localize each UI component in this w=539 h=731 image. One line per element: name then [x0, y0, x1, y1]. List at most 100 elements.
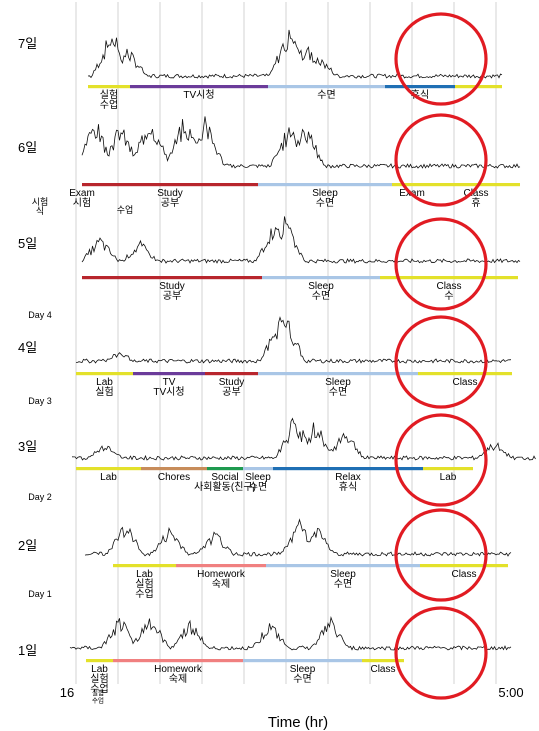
highlight-circle: [394, 315, 488, 409]
segment-label: Sleep 수면: [290, 664, 316, 685]
activity-segment: [420, 564, 508, 568]
activity-trace: [81, 116, 521, 169]
activity-segment: [243, 659, 362, 663]
highlight-circle: [394, 113, 488, 207]
highlight-circles: [394, 12, 488, 700]
highlight-circle: [394, 413, 488, 507]
highlight-circle: [394, 217, 488, 311]
segment-label: Homework 숙제: [197, 569, 246, 590]
activity-segment: [141, 467, 207, 471]
segment-label: Sleep 수면: [245, 472, 271, 493]
segment-label: Class: [370, 664, 395, 675]
activity-segment: [380, 276, 518, 280]
segment-label: Lab 실험 수업: [135, 569, 153, 600]
day-row: 4일 Lab 실험 TV TV시청 Study 공부 Sleep 수면 Class Day 4: [18, 310, 512, 398]
activity-segment: [205, 372, 258, 376]
segment-label: Class 수: [436, 281, 461, 302]
activity-segment: [362, 659, 404, 663]
segment-label: Study 공부: [159, 281, 185, 302]
highlight-circle: [394, 606, 488, 700]
day-label: 7일: [18, 36, 37, 51]
highlight-circle: [394, 508, 488, 602]
segment-label: Class: [452, 377, 477, 388]
day-label: 5일: [18, 236, 37, 251]
activity-segment: [273, 467, 423, 471]
x-axis: 16 5:00 실험 수업 Time (hr): [60, 685, 524, 731]
row-top-label: 수업: [117, 205, 134, 215]
day-label: 6일: [18, 140, 37, 155]
activity-segment: [418, 372, 512, 376]
activity-trace: [71, 417, 536, 461]
grid-lines: [75, 2, 497, 684]
activity-segment: [82, 183, 258, 187]
activity-segment: [86, 659, 113, 663]
activity-segment: [258, 183, 392, 187]
activity-trace: [84, 518, 512, 557]
activity-segment: [113, 564, 176, 568]
activity-segment: [432, 183, 520, 187]
segment-label: 수면: [317, 89, 335, 101]
activity-segment: [133, 372, 205, 376]
row-top-label: 시험 식: [32, 197, 49, 216]
segment-label: Social 사회활동(친구): [194, 472, 256, 493]
activity-trace: [76, 316, 512, 364]
segment-label: Relax 휴식: [335, 472, 361, 493]
x-tick-sublabel: 실험 수업: [92, 688, 104, 705]
activity-segment: [76, 372, 133, 376]
row-top-label: Day 1: [28, 589, 52, 599]
day-label: 4일: [18, 340, 37, 355]
segment-label: Class: [451, 569, 476, 580]
segment-label: Lab: [100, 472, 117, 483]
activity-trace: [87, 29, 503, 79]
activity-segment: [88, 85, 130, 89]
activity-segment: [130, 85, 268, 89]
activity-segment: [262, 276, 380, 280]
segment-label: 휴식: [411, 89, 429, 101]
activity-segment: [82, 276, 262, 280]
segment-label: Sleep 수면: [330, 569, 356, 590]
activity-segment: [266, 564, 420, 568]
segment-label: TV TV시청: [153, 377, 184, 398]
highlight-circle: [394, 12, 488, 106]
segment-label: Lab 실험: [95, 377, 113, 398]
segment-label: Homework 숙제: [154, 664, 203, 685]
segment-label: TV시청: [183, 89, 214, 101]
row-top-label: Day 2: [28, 492, 52, 502]
segment-label: Chores: [158, 472, 190, 483]
segment-label: Sleep 수면: [325, 377, 351, 398]
row-top-label: Day 4: [28, 310, 52, 320]
activity-segment: [423, 467, 473, 471]
segment-label: Lab 실험 수업: [90, 664, 108, 695]
segment-label: Study 공부: [219, 377, 245, 398]
day-row: 1일 Lab 실험 수업 Homework 숙제 Sleep 수면 Class Day 1: [18, 589, 512, 695]
activity-segment: [385, 85, 455, 89]
day-label: 3일: [18, 439, 37, 454]
day-row: 3일 Lab Chores Social 사회활동(친구)Sleep 수면 Relax 휴식 L…: [18, 396, 536, 493]
activity-segment: [207, 467, 243, 471]
day-label: 1일: [18, 643, 37, 658]
activity-segment: [258, 372, 418, 376]
segment-label: Sleep 수면: [312, 188, 338, 209]
segment-label: Lab: [440, 472, 457, 483]
x-axis-title: Time (hr): [268, 714, 328, 731]
activity-trace: [81, 216, 521, 264]
day-row: 2일 Lab 실험 수업 Homework 숙제 Sleep 수면 Class Day 2: [18, 492, 512, 600]
segment-label: Study 공부: [157, 188, 183, 209]
x-tick-start: 16: [60, 685, 74, 700]
activity-segment: [268, 85, 385, 89]
activity-segment: [76, 467, 141, 471]
row-top-label: Day 3: [28, 396, 52, 406]
activity-segment: [243, 467, 273, 471]
day-label: 2일: [18, 538, 37, 553]
segment-label: 실험 수업: [100, 89, 118, 111]
activity-segment: [392, 183, 432, 187]
segment-label: Exam 시험: [69, 188, 95, 209]
activity-segment: [176, 564, 266, 568]
x-tick-end: 5:00: [498, 685, 523, 700]
segment-label: Class 휴: [463, 188, 488, 209]
activity-segment: [113, 659, 243, 663]
